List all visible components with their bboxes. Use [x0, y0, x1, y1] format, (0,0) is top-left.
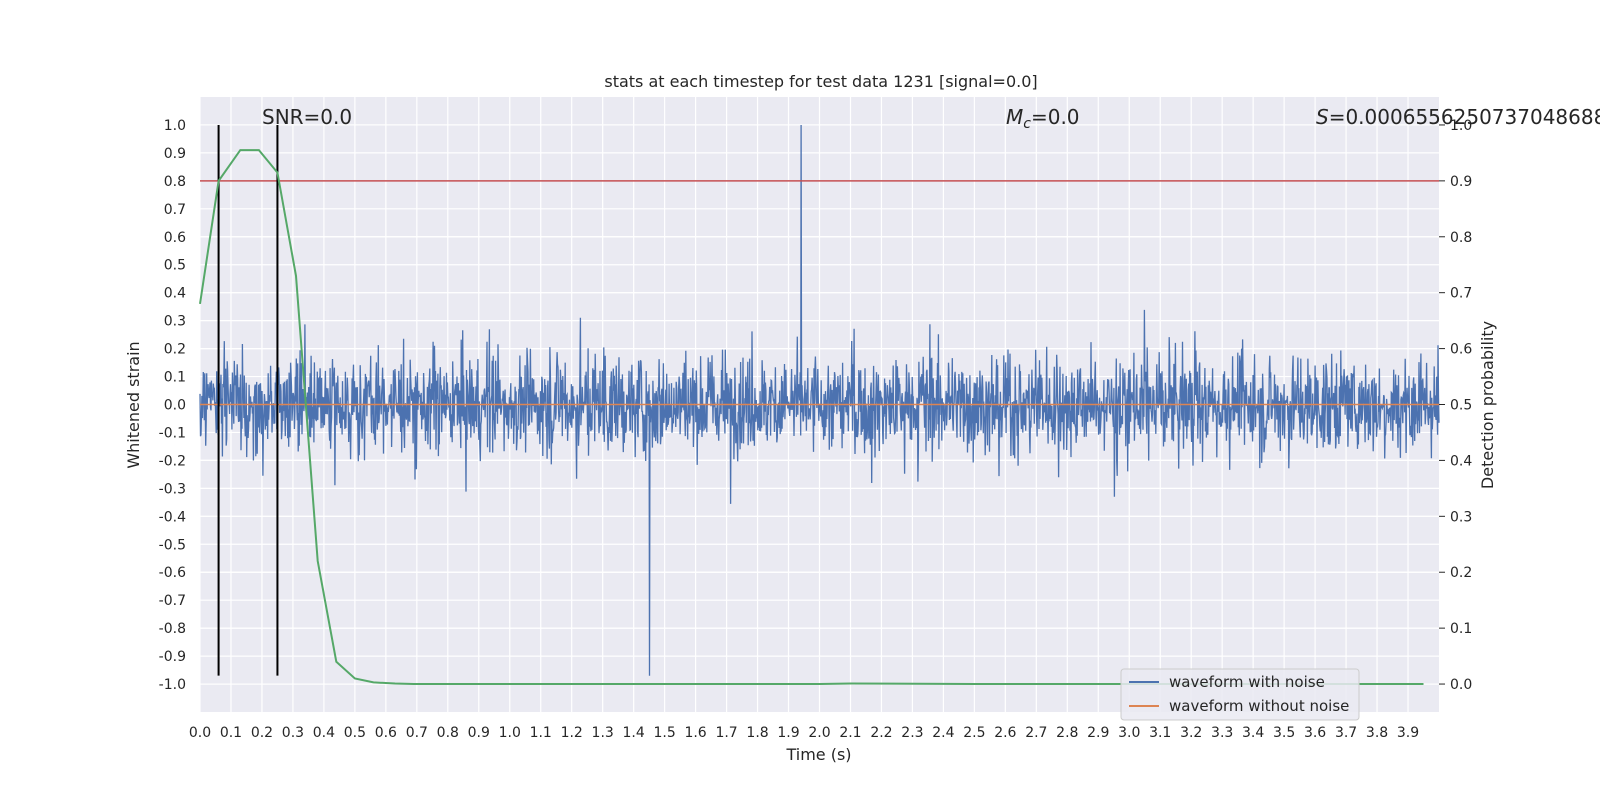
x-tick-label: 3.3	[1211, 725, 1233, 741]
x-tick-label: 1.2	[561, 725, 583, 741]
x-tick-label: 2.6	[994, 725, 1016, 741]
y2-axis-label: Detection probability	[1478, 321, 1497, 489]
x-tick-label: 0.5	[344, 725, 366, 741]
x-tick-label: 3.2	[1180, 725, 1202, 741]
x-tick-label: 0.2	[251, 725, 273, 741]
y-tick-label: 1.0	[164, 118, 186, 134]
y2-axis-ticks: 1.0 0.9 0.8 0.7 0.6 0.5 0.4 0.3 0.2 0.1 0.0	[1439, 118, 1472, 693]
x-axis-ticks: 0.0 0.1 0.2 0.3 0.4 0.5 0.6 0.7 0.8 0.9 1.0 1.1 1.2 1…	[189, 725, 1419, 741]
y2-tick-label: 0.9	[1450, 174, 1472, 190]
x-tick-label: 0.0	[189, 725, 211, 741]
y-tick-label: -0.3	[159, 481, 186, 497]
x-tick-label: 1.6	[684, 725, 706, 741]
legend-label-clean: waveform without noise	[1169, 697, 1349, 715]
y-tick-label: 0.4	[164, 286, 186, 302]
s-symbol: S	[1316, 105, 1329, 129]
y2-tick-label: 0.0	[1450, 677, 1472, 693]
y2-tick-label: 0.2	[1450, 565, 1472, 581]
y2-tick-label: 1.0	[1450, 118, 1472, 134]
x-tick-label: 3.7	[1335, 725, 1357, 741]
y-tick-label: -0.6	[159, 565, 186, 581]
x-tick-label: 2.9	[1087, 725, 1109, 741]
mc-subscript: c	[1023, 116, 1031, 132]
y-tick-label: -0.9	[159, 649, 186, 665]
x-tick-label: 2.2	[870, 725, 892, 741]
y2-tick-label: 0.7	[1450, 286, 1472, 302]
x-tick-label: 1.5	[653, 725, 675, 741]
x-tick-label: 2.7	[1025, 725, 1047, 741]
legend: waveform with noise waveform without noi…	[1120, 668, 1360, 721]
x-tick-label: 0.1	[220, 725, 242, 741]
y-tick-label: 0.5	[164, 258, 186, 274]
y-tick-label: -0.8	[159, 621, 186, 637]
x-tick-label: 3.1	[1149, 725, 1171, 741]
x-tick-label: 3.4	[1242, 725, 1264, 741]
legend-label-noise: waveform with noise	[1169, 673, 1325, 691]
legend-box	[1120, 668, 1360, 721]
y-tick-label: 0.8	[164, 174, 186, 190]
x-tick-label: 0.4	[313, 725, 335, 741]
mc-value: =0.0	[1031, 105, 1080, 129]
y-axis-label: Whitened strain	[124, 341, 143, 468]
y-tick-label: 0.3	[164, 314, 186, 330]
y-tick-label: -0.7	[159, 593, 186, 609]
y-tick-label: 0.0	[164, 398, 186, 414]
x-tick-label: 2.1	[839, 725, 861, 741]
x-tick-label: 1.0	[499, 725, 521, 741]
probability-line	[199, 149, 1424, 685]
y2-tick-label: 0.4	[1450, 453, 1472, 469]
mc-symbol: M	[1006, 105, 1023, 129]
y-tick-label: -0.2	[159, 453, 186, 469]
y-tick-label: 0.7	[164, 202, 186, 218]
x-tick-label: 2.8	[1056, 725, 1078, 741]
y2-tick-label: 0.5	[1450, 398, 1472, 414]
x-tick-label: 2.4	[932, 725, 954, 741]
y-tick-label: 0.1	[164, 370, 186, 386]
y-tick-label: -1.0	[159, 677, 186, 693]
x-tick-label: 1.8	[746, 725, 768, 741]
x-tick-label: 0.8	[437, 725, 459, 741]
s-annotation: S=0.0006556250737048688	[1316, 105, 1600, 129]
x-tick-label: 0.7	[406, 725, 428, 741]
y2-tick-label: 0.6	[1450, 342, 1472, 358]
y-tick-label: -0.1	[159, 425, 186, 441]
x-tick-label: 1.7	[715, 725, 737, 741]
y-tick-label: -0.4	[159, 509, 186, 525]
vertical-lines	[217, 124, 279, 676]
x-tick-label: 1.4	[623, 725, 645, 741]
x-tick-label: 3.0	[1118, 725, 1140, 741]
y-tick-label: -0.5	[159, 537, 186, 553]
y-tick-label: 0.9	[164, 146, 186, 162]
y-axis-ticks: 1.0 0.9 0.8 0.7 0.6 0.5 0.4 0.3 0.2 0.1 0.0 -0.1 -0.…	[159, 118, 186, 693]
x-tick-label: 3.9	[1397, 725, 1419, 741]
s-value: =0.0006556250737048688	[1329, 105, 1600, 129]
x-tick-label: 0.6	[375, 725, 397, 741]
y-tick-label: 0.2	[164, 342, 186, 358]
x-axis-label: Time (s)	[785, 745, 851, 764]
x-tick-label: 1.3	[592, 725, 614, 741]
snr-annotation: SNR=0.0	[262, 105, 352, 129]
y2-tick-label: 0.8	[1450, 230, 1472, 246]
x-tick-label: 1.9	[777, 725, 799, 741]
x-tick-label: 3.5	[1273, 725, 1295, 741]
y-tick-label: 0.6	[164, 230, 186, 246]
x-tick-label: 2.3	[901, 725, 923, 741]
y2-tick-label: 0.3	[1450, 509, 1472, 525]
x-tick-label: 1.1	[530, 725, 552, 741]
x-tick-label: 2.5	[963, 725, 985, 741]
mc-annotation: Mc=0.0	[1006, 105, 1080, 132]
x-tick-label: 0.3	[282, 725, 304, 741]
x-tick-label: 0.9	[468, 725, 490, 741]
x-tick-label: 3.6	[1304, 725, 1326, 741]
x-tick-label: 3.8	[1366, 725, 1388, 741]
x-tick-label: 2.0	[808, 725, 830, 741]
chart-title: stats at each timestep for test data 123…	[604, 72, 1037, 91]
detection-probability-series	[199, 149, 1424, 685]
y2-tick-label: 0.1	[1450, 621, 1472, 637]
